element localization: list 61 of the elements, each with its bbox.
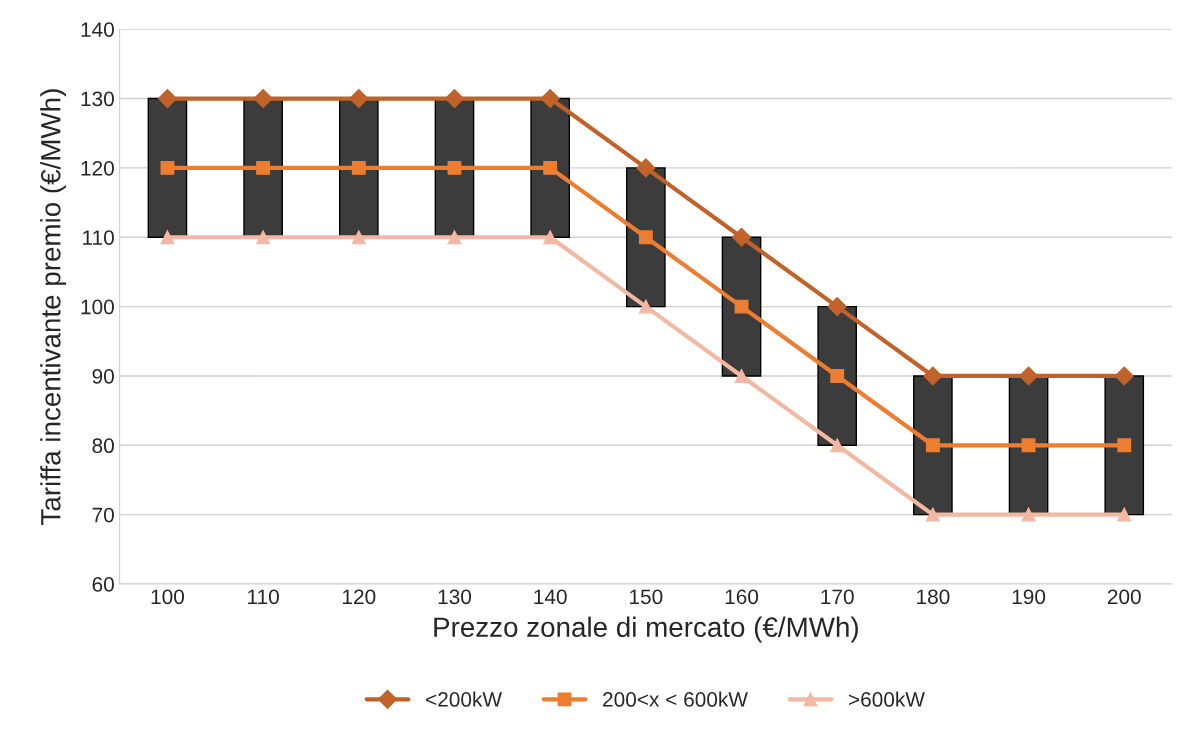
point [925,438,940,453]
point [543,230,558,245]
point [256,160,271,175]
point [253,89,273,109]
y-tick-label: 100 [81,299,114,315]
legend-label: <200kW [426,691,502,707]
point [1021,507,1036,522]
x-tick-label: 110 [248,589,279,605]
y-tick-label: 60 [92,577,114,592]
point [1117,438,1132,453]
point [925,507,940,522]
x-tick-label: 180 [917,589,950,605]
y-tick-label: 120 [81,160,114,176]
point [1117,507,1132,522]
x-tick-label: 130 [438,589,472,605]
point [444,89,465,109]
point [1019,366,1039,386]
x-tick-label: 160 [725,589,759,605]
point [540,89,560,109]
point [638,230,653,245]
point [351,230,366,245]
point [1114,366,1134,386]
point [160,160,175,175]
x-tick-label: 140 [534,589,567,605]
point [734,369,749,383]
point [351,160,366,175]
point [636,158,656,178]
y-tick-label: 110 [83,230,114,245]
point [827,297,847,317]
x-tick-label: 150 [630,589,663,605]
x-tick-label: 120 [343,589,376,605]
point [256,230,271,245]
y-tick-label: 130 [81,91,114,107]
y-tick-label: 80 [92,438,114,454]
point [349,89,369,109]
legend-label: >600kW [849,691,925,707]
point [447,160,462,175]
y-axis-title: Tariffa incentivante premio (€/MWh) [40,89,67,525]
point [447,230,462,245]
point [830,438,845,453]
point [830,369,845,383]
x-tick-label: 190 [1012,589,1046,605]
point [731,227,752,247]
x-axis-title: Prezzo zonale di mercato (€/MWh) [434,616,858,643]
point [543,160,558,175]
legend-label: 200<x < 600kW [603,691,748,707]
x-tick-label: 200 [1107,589,1141,605]
point [160,230,175,245]
x-tick-label: 170 [821,589,854,605]
bar [1008,375,1049,516]
bar [1104,375,1145,516]
point [157,89,177,109]
bar [147,97,188,238]
point [734,299,749,314]
x-tick-label: 100 [151,589,185,605]
point [923,366,943,386]
y-tick-label: 90 [92,368,114,384]
y-tick-label: 70 [92,507,114,523]
point [638,299,653,314]
point [1021,438,1036,453]
y-tick-label: 140 [81,22,114,37]
